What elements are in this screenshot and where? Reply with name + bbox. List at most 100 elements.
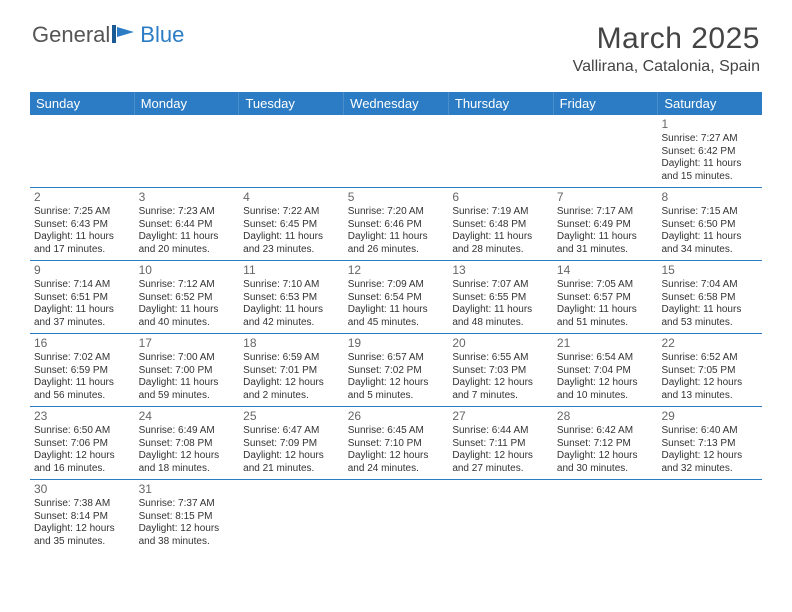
month-title: March 2025	[573, 22, 760, 56]
day-cell: 13Sunrise: 7:07 AMSunset: 6:55 PMDayligh…	[448, 261, 553, 333]
daylight-text: and 15 minutes.	[661, 171, 757, 184]
daylight-text: Daylight: 12 hours	[452, 377, 548, 390]
day-cell: 12Sunrise: 7:09 AMSunset: 6:54 PMDayligh…	[344, 261, 449, 333]
daylight-text: and 30 minutes.	[557, 463, 653, 476]
day-number: 11	[243, 263, 339, 278]
logo-text-b: Blue	[140, 22, 184, 48]
day-cell: 11Sunrise: 7:10 AMSunset: 6:53 PMDayligh…	[239, 261, 344, 333]
daylight-text: and 35 minutes.	[34, 536, 130, 549]
day-number: 16	[34, 336, 130, 351]
daylight-text: Daylight: 11 hours	[661, 304, 757, 317]
daylight-text: Daylight: 11 hours	[557, 304, 653, 317]
week-row: 2Sunrise: 7:25 AMSunset: 6:43 PMDaylight…	[30, 188, 762, 261]
sunset-text: Sunset: 6:54 PM	[348, 292, 444, 305]
day-number: 4	[243, 190, 339, 205]
daylight-text: Daylight: 12 hours	[243, 377, 339, 390]
sunrise-text: Sunrise: 7:37 AM	[139, 498, 235, 511]
day-number: 31	[139, 482, 235, 497]
day-number: 20	[452, 336, 548, 351]
daylight-text: and 37 minutes.	[34, 317, 130, 330]
day-cell: 27Sunrise: 6:44 AMSunset: 7:11 PMDayligh…	[448, 407, 553, 479]
sunrise-text: Sunrise: 7:19 AM	[452, 206, 548, 219]
sunrise-text: Sunrise: 6:59 AM	[243, 352, 339, 365]
weeks-container: 1Sunrise: 7:27 AMSunset: 6:42 PMDaylight…	[30, 115, 762, 552]
header: General Blue March 2025 Vallirana, Catal…	[0, 0, 792, 84]
day-cell-empty	[553, 480, 658, 552]
day-cell-empty	[30, 115, 135, 187]
sunrise-text: Sunrise: 6:52 AM	[661, 352, 757, 365]
daylight-text: Daylight: 11 hours	[243, 231, 339, 244]
sunset-text: Sunset: 6:51 PM	[34, 292, 130, 305]
weekday-header: Thursday	[449, 92, 554, 115]
daylight-text: and 59 minutes.	[139, 390, 235, 403]
day-number: 28	[557, 409, 653, 424]
daylight-text: and 32 minutes.	[661, 463, 757, 476]
day-cell: 28Sunrise: 6:42 AMSunset: 7:12 PMDayligh…	[553, 407, 658, 479]
day-cell: 4Sunrise: 7:22 AMSunset: 6:45 PMDaylight…	[239, 188, 344, 260]
day-cell: 7Sunrise: 7:17 AMSunset: 6:49 PMDaylight…	[553, 188, 658, 260]
day-cell-empty	[239, 115, 344, 187]
daylight-text: Daylight: 12 hours	[139, 523, 235, 536]
day-number: 12	[348, 263, 444, 278]
day-number: 7	[557, 190, 653, 205]
sunset-text: Sunset: 7:02 PM	[348, 365, 444, 378]
day-cell-empty	[657, 480, 762, 552]
sunset-text: Sunset: 6:48 PM	[452, 219, 548, 232]
sunset-text: Sunset: 6:46 PM	[348, 219, 444, 232]
day-cell: 18Sunrise: 6:59 AMSunset: 7:01 PMDayligh…	[239, 334, 344, 406]
daylight-text: Daylight: 12 hours	[348, 377, 444, 390]
day-cell: 25Sunrise: 6:47 AMSunset: 7:09 PMDayligh…	[239, 407, 344, 479]
sunrise-text: Sunrise: 7:04 AM	[661, 279, 757, 292]
sunrise-text: Sunrise: 6:45 AM	[348, 425, 444, 438]
day-cell: 26Sunrise: 6:45 AMSunset: 7:10 PMDayligh…	[344, 407, 449, 479]
sunrise-text: Sunrise: 7:22 AM	[243, 206, 339, 219]
sunset-text: Sunset: 7:00 PM	[139, 365, 235, 378]
daylight-text: Daylight: 12 hours	[243, 450, 339, 463]
day-number: 23	[34, 409, 130, 424]
daylight-text: Daylight: 11 hours	[661, 231, 757, 244]
day-number: 29	[661, 409, 757, 424]
daylight-text: Daylight: 11 hours	[139, 304, 235, 317]
day-cell: 9Sunrise: 7:14 AMSunset: 6:51 PMDaylight…	[30, 261, 135, 333]
daylight-text: Daylight: 11 hours	[34, 304, 130, 317]
daylight-text: and 18 minutes.	[139, 463, 235, 476]
sunset-text: Sunset: 6:49 PM	[557, 219, 653, 232]
daylight-text: and 5 minutes.	[348, 390, 444, 403]
sunset-text: Sunset: 7:11 PM	[452, 438, 548, 451]
sunrise-text: Sunrise: 7:12 AM	[139, 279, 235, 292]
sunrise-text: Sunrise: 7:10 AM	[243, 279, 339, 292]
day-cell: 8Sunrise: 7:15 AMSunset: 6:50 PMDaylight…	[657, 188, 762, 260]
day-cell: 5Sunrise: 7:20 AMSunset: 6:46 PMDaylight…	[344, 188, 449, 260]
sunset-text: Sunset: 6:44 PM	[139, 219, 235, 232]
week-row: 9Sunrise: 7:14 AMSunset: 6:51 PMDaylight…	[30, 261, 762, 334]
daylight-text: Daylight: 11 hours	[139, 377, 235, 390]
daylight-text: Daylight: 11 hours	[348, 231, 444, 244]
daylight-text: and 34 minutes.	[661, 244, 757, 257]
day-number: 6	[452, 190, 548, 205]
day-number: 27	[452, 409, 548, 424]
sunrise-text: Sunrise: 6:40 AM	[661, 425, 757, 438]
weekday-header: Sunday	[30, 92, 135, 115]
day-cell: 22Sunrise: 6:52 AMSunset: 7:05 PMDayligh…	[657, 334, 762, 406]
sunrise-text: Sunrise: 6:54 AM	[557, 352, 653, 365]
day-number: 24	[139, 409, 235, 424]
sunset-text: Sunset: 7:06 PM	[34, 438, 130, 451]
sunrise-text: Sunrise: 7:20 AM	[348, 206, 444, 219]
daylight-text: and 48 minutes.	[452, 317, 548, 330]
weekday-header: Wednesday	[344, 92, 449, 115]
daylight-text: Daylight: 12 hours	[661, 377, 757, 390]
sunset-text: Sunset: 6:53 PM	[243, 292, 339, 305]
daylight-text: and 23 minutes.	[243, 244, 339, 257]
day-number: 14	[557, 263, 653, 278]
daylight-text: and 51 minutes.	[557, 317, 653, 330]
daylight-text: and 13 minutes.	[661, 390, 757, 403]
daylight-text: Daylight: 12 hours	[34, 523, 130, 536]
day-number: 17	[139, 336, 235, 351]
daylight-text: Daylight: 12 hours	[348, 450, 444, 463]
sunset-text: Sunset: 7:03 PM	[452, 365, 548, 378]
sunrise-text: Sunrise: 7:05 AM	[557, 279, 653, 292]
day-cell-empty	[448, 115, 553, 187]
day-number: 3	[139, 190, 235, 205]
day-cell-empty	[553, 115, 658, 187]
day-number: 26	[348, 409, 444, 424]
